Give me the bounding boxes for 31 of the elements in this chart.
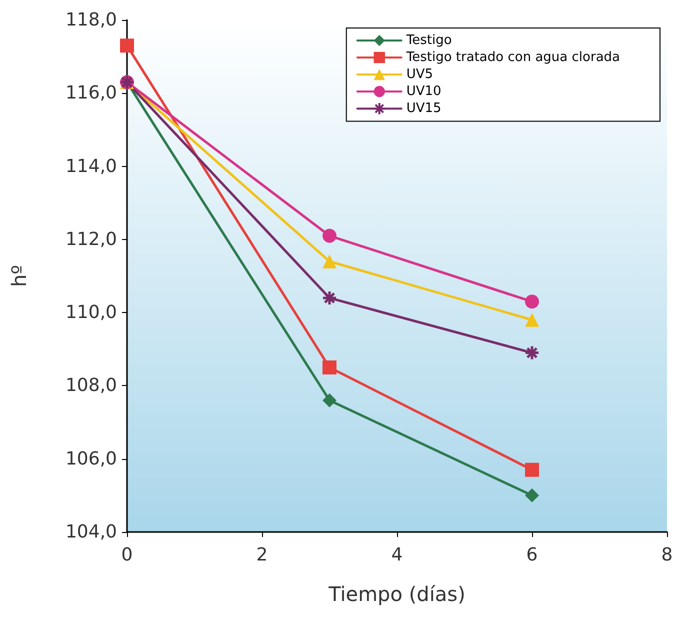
legend-label: UV15 [406, 101, 442, 116]
x-axis-title: Tiempo (días) [328, 582, 466, 606]
point [525, 488, 539, 502]
legend-label: Testigo [405, 33, 452, 48]
point [322, 393, 336, 408]
y-axis-title: hº [7, 264, 31, 288]
point [322, 254, 336, 268]
x-tick-label: 4 [391, 544, 403, 566]
point [120, 38, 134, 53]
point [322, 228, 336, 243]
y-tick-label: 106,0 [65, 448, 117, 470]
y-tick-label: 110,0 [65, 302, 117, 324]
y-tick-label: 114,0 [65, 156, 117, 177]
y-tick-label: 118,0 [65, 10, 117, 30]
y-tick-label: 104,0 [65, 522, 117, 542]
point [525, 312, 539, 327]
x-tick-label: 8 [661, 544, 673, 566]
x-tick-label: 2 [256, 544, 268, 566]
y-tick-label: 112,0 [65, 228, 117, 250]
x-tick-label: 6 [526, 544, 538, 566]
point [525, 462, 539, 477]
point [524, 345, 540, 361]
point [322, 360, 336, 374]
point [322, 290, 338, 306]
legend-label: UV5 [406, 67, 434, 82]
point [525, 294, 539, 309]
y-tick-label: 108,0 [65, 375, 117, 396]
x-tick-label: 0 [121, 544, 133, 566]
y-tick-label: 116,0 [65, 82, 117, 104]
legend-label: UV10 [406, 84, 442, 99]
legend-label: Testigo tratado con agua clorada [405, 50, 620, 65]
